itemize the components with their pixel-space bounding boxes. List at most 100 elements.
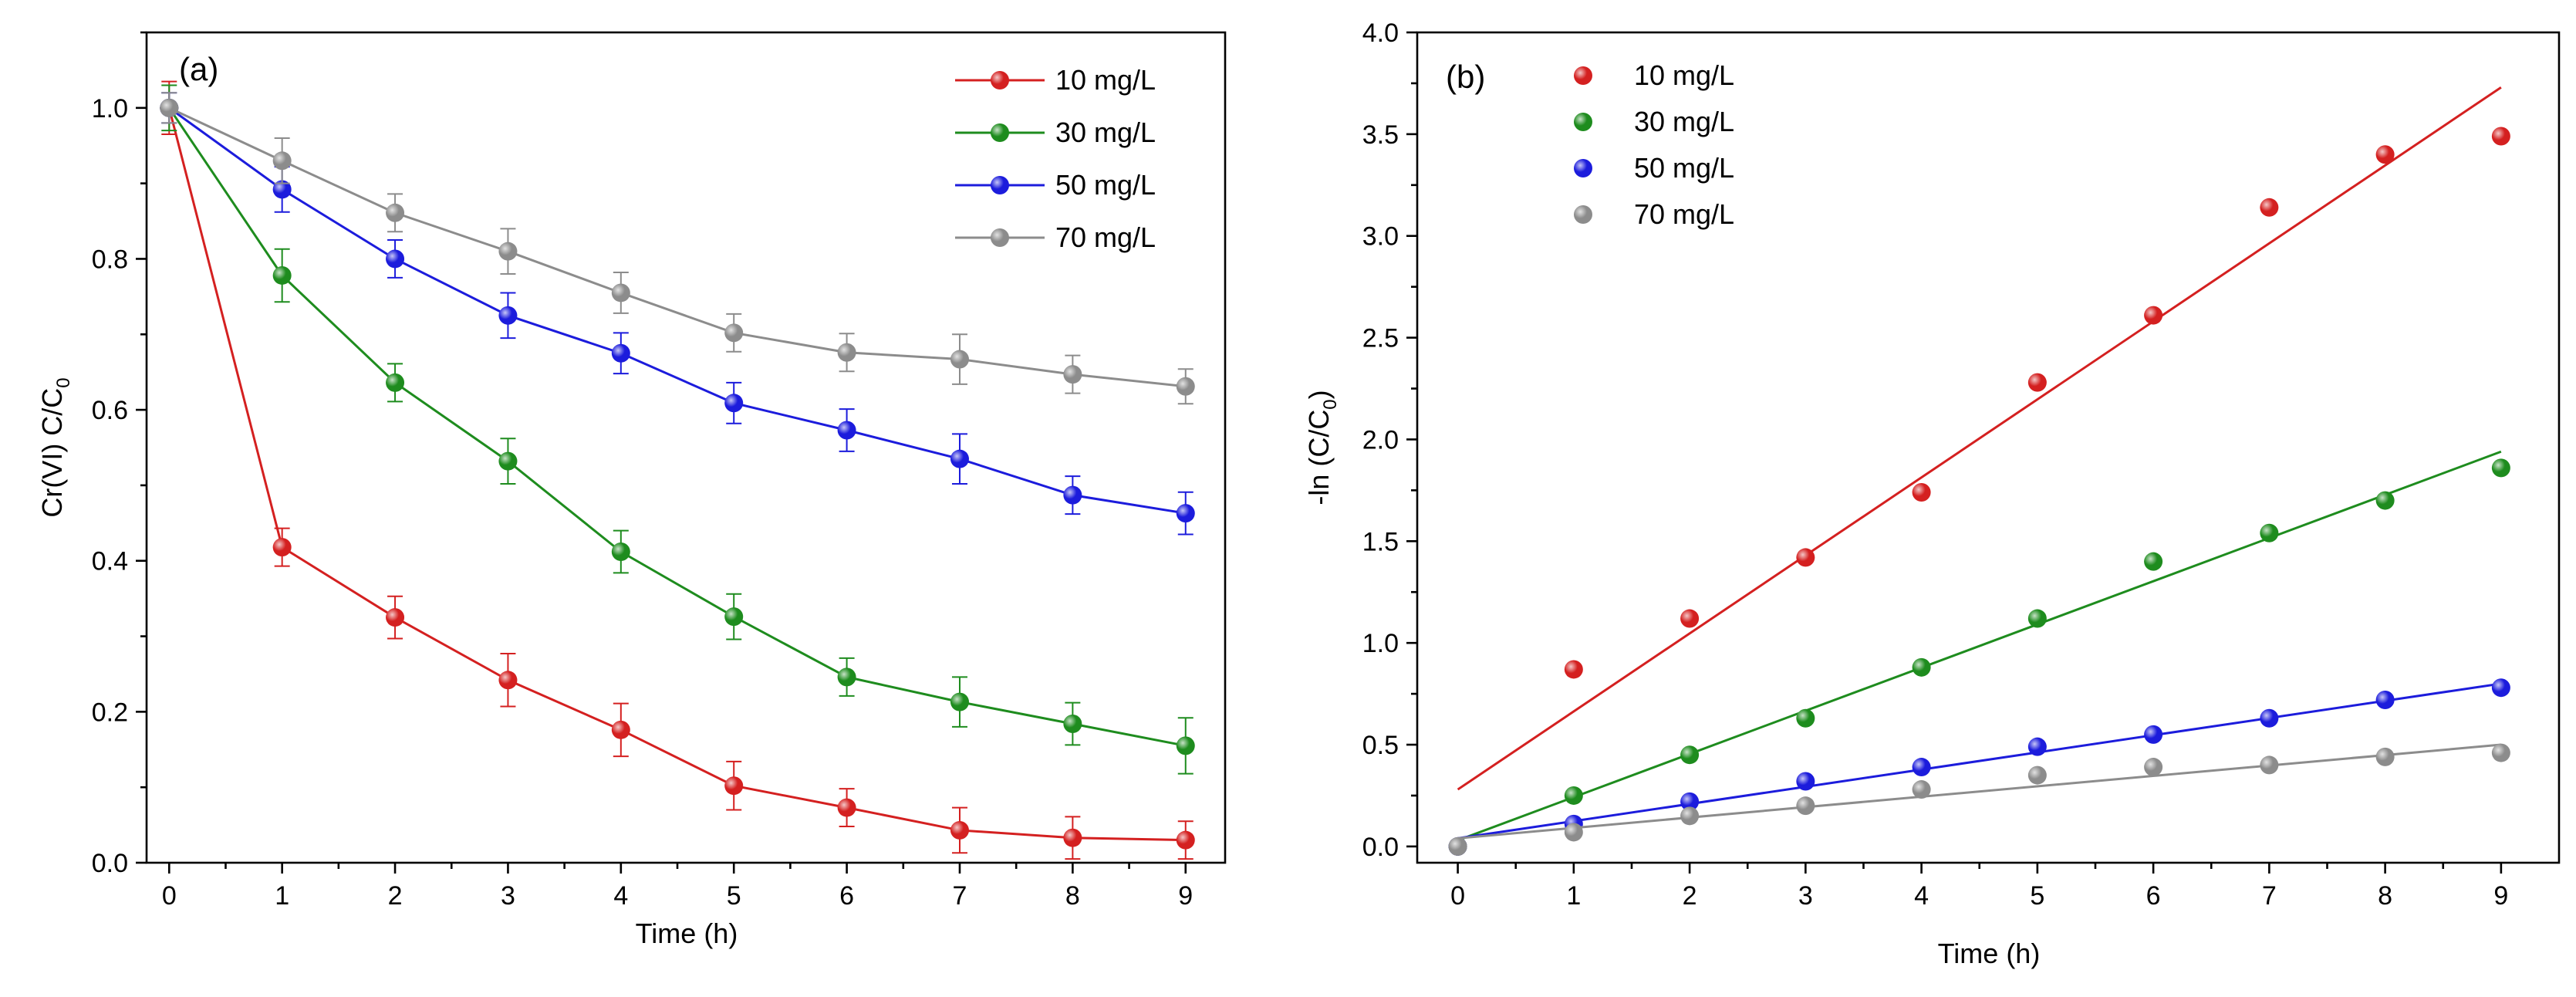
y-tick-label-b-5: 2.5: [1362, 324, 1399, 353]
legend-label-a-3: 70 mg/L: [1055, 221, 1156, 253]
point-b-3-8: [2375, 747, 2395, 766]
plot-frame-b: [1416, 31, 2561, 864]
x-tick-label-a-8: 8: [1065, 881, 1080, 911]
point-a-1-7: [950, 692, 969, 711]
point-a-1-6: [837, 667, 856, 687]
point-a-1-4: [611, 542, 630, 561]
point-a-3-5: [724, 323, 744, 343]
point-b-3-7: [2260, 755, 2279, 775]
y-tick-label-b-0: 0.0: [1362, 833, 1399, 862]
point-b-1-7: [2260, 523, 2279, 542]
point-b-0-5: [2027, 373, 2047, 392]
y-axis-title-b-sub: 0: [1320, 399, 1341, 409]
series-a: [160, 80, 1195, 860]
x-tick-label-b-3: 3: [1798, 881, 1813, 911]
point-b-3-1: [1564, 823, 1583, 842]
point-a-0-4: [611, 720, 630, 739]
y-tick-label-a-3: 0.6: [92, 396, 128, 425]
legend-marker-b-2: [1574, 159, 1592, 177]
point-b-0-6: [2144, 306, 2163, 325]
point-a-3-7: [950, 350, 969, 369]
legend-marker-b-0: [1574, 66, 1592, 85]
legend-marker-a-2: [991, 176, 1009, 194]
series-b-0: [1448, 86, 2510, 856]
x-tick-label-a-1: 1: [275, 881, 289, 911]
series-a-0: [160, 80, 1195, 860]
point-b-0-8: [2375, 145, 2395, 164]
point-a-0-5: [724, 776, 744, 796]
point-b-2-9: [2491, 678, 2510, 698]
point-b-0-4: [1912, 483, 1931, 502]
point-b-3-9: [2491, 743, 2510, 762]
legend-marker-a-3: [991, 228, 1009, 247]
fit-line-b-1: [1457, 450, 2502, 842]
legend-a: 10 mg/L 30 mg/L 50 mg/L 70 mg/L: [955, 64, 1156, 253]
legend-label-b-2: 50 mg/L: [1634, 152, 1734, 184]
legend-label-a-0: 10 mg/L: [1055, 64, 1156, 96]
x-tick-label-b-1: 1: [1566, 881, 1581, 911]
point-b-2-4: [1912, 758, 1931, 777]
x-tick-label-a-5: 5: [727, 881, 741, 911]
point-a-2-8: [1063, 485, 1082, 505]
legend-marker-b-1: [1574, 113, 1592, 131]
point-b-2-6: [2144, 725, 2163, 744]
point-a-0-2: [386, 608, 405, 627]
point-b-0-7: [2260, 198, 2279, 217]
legend-marker-b-3: [1574, 205, 1592, 224]
point-a-2-1: [272, 180, 292, 199]
point-a-1-1: [272, 265, 292, 285]
legend-label-b-0: 10 mg/L: [1634, 59, 1734, 91]
point-b-1-4: [1912, 657, 1931, 677]
point-a-0-6: [837, 798, 856, 817]
point-b-2-5: [2027, 737, 2047, 756]
legend-b: 10 mg/L 30 mg/L 50 mg/L 70 mg/L: [1574, 59, 1734, 230]
y-tick-label-a-1: 0.2: [92, 698, 128, 727]
legend-label-a-1: 30 mg/L: [1055, 117, 1156, 148]
point-b-3-0: [1448, 836, 1467, 856]
point-b-2-8: [2375, 691, 2395, 710]
y-axis-title-b: -ln (C/C0): [1303, 390, 1341, 505]
fit-line-b-3: [1457, 743, 2502, 840]
x-tick-label-b-8: 8: [2378, 881, 2392, 911]
point-b-3-2: [1680, 806, 1700, 826]
legend-label-b-3: 70 mg/L: [1634, 198, 1734, 230]
point-a-0-7: [950, 820, 969, 840]
point-b-3-4: [1912, 780, 1931, 799]
point-a-0-9: [1176, 830, 1195, 850]
point-a-1-5: [724, 607, 744, 627]
x-tick-label-a-0: 0: [162, 881, 177, 911]
point-a-2-3: [498, 306, 518, 325]
y-tick-label-b-3: 1.5: [1362, 527, 1399, 556]
point-a-3-0: [160, 98, 179, 117]
y-tick-label-b-4: 2.0: [1362, 425, 1399, 455]
x-tick-label-b-7: 7: [2262, 881, 2277, 911]
point-a-1-8: [1063, 715, 1082, 734]
point-a-3-4: [611, 283, 630, 302]
y-axis-title-a-sub: 0: [53, 377, 74, 387]
point-b-2-3: [1796, 772, 1815, 791]
y-axis-title-b-main: -ln (C/C: [1303, 410, 1335, 505]
fit-line-b-2: [1457, 682, 2502, 840]
y-tick-label-b-2: 1.0: [1362, 629, 1399, 658]
plot-frame-a: [145, 31, 1227, 864]
x-tick-label-b-9: 9: [2493, 881, 2508, 911]
point-b-0-2: [1680, 609, 1700, 628]
point-b-0-9: [2491, 127, 2510, 146]
y-tick-label-a-5: 1.0: [92, 94, 128, 123]
series-b: [1448, 86, 2510, 856]
point-b-2-7: [2260, 708, 2279, 728]
point-b-0-1: [1564, 660, 1583, 679]
y-axis-title-a-main: Cr(VI) C/C: [36, 388, 68, 518]
x-tick-label-a-4: 4: [613, 881, 628, 911]
panel-a: 0 1 2 3 4 5 6 7 8 9 0.0 0.2 0.4 0.6 0.8 1.0 (a) Time (h…: [36, 31, 1227, 949]
legend-label-a-2: 50 mg/L: [1055, 169, 1156, 201]
series-line-a-2: [168, 106, 1187, 515]
panel-b: 0 1 2 3 4 5 6 7 8 9 0.0 0.5 1.0 1.5 2.0 2.5 3.0 3.5 4.0 (b…: [1303, 19, 2561, 969]
point-b-1-8: [2375, 491, 2395, 510]
point-a-3-8: [1063, 365, 1082, 384]
legend-label-b-1: 30 mg/L: [1634, 106, 1734, 137]
point-b-1-1: [1564, 786, 1583, 805]
x-tick-label-b-4: 4: [1914, 881, 1929, 911]
point-b-1-6: [2144, 552, 2163, 571]
